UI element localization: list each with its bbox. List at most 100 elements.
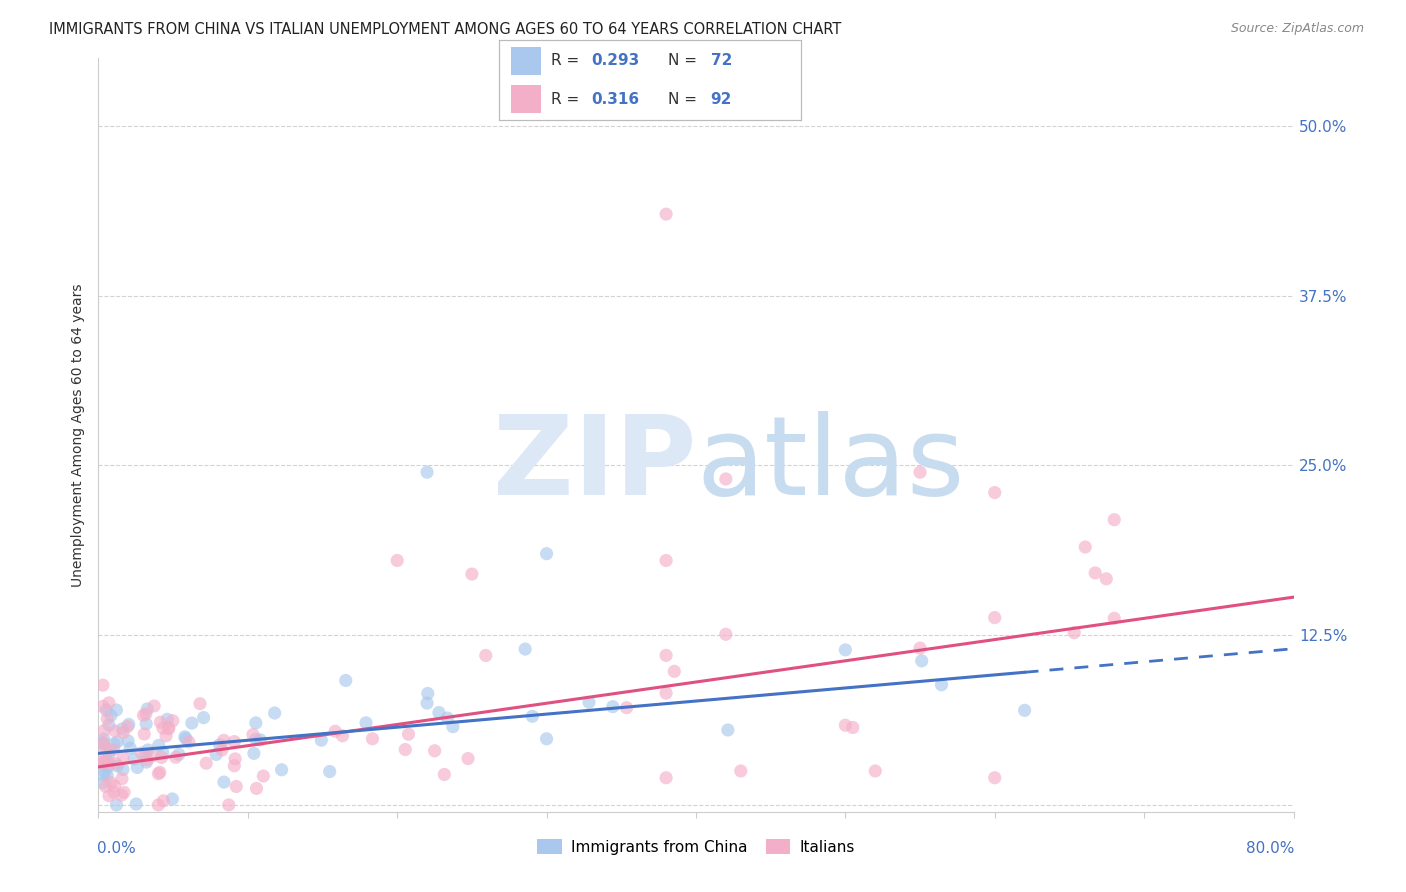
Point xyxy=(427,706,450,720)
Point xyxy=(91,776,114,790)
Text: 0.293: 0.293 xyxy=(592,54,640,68)
Point xyxy=(174,731,197,746)
Point xyxy=(91,756,114,771)
Point xyxy=(97,747,120,762)
Point xyxy=(908,465,931,479)
Point xyxy=(911,654,934,668)
Point xyxy=(104,779,127,793)
Point xyxy=(332,729,354,743)
Point xyxy=(98,756,121,771)
Point xyxy=(134,727,156,741)
Point xyxy=(515,642,537,657)
Point xyxy=(323,724,346,739)
Point xyxy=(100,708,122,723)
Point xyxy=(148,739,170,753)
Point xyxy=(93,751,115,765)
Point xyxy=(842,721,865,735)
Point xyxy=(148,766,170,780)
Point xyxy=(105,797,128,812)
Point xyxy=(152,721,174,735)
Point xyxy=(134,748,156,763)
Point xyxy=(536,731,558,746)
Point xyxy=(335,673,357,688)
Point xyxy=(205,747,228,762)
Text: 72: 72 xyxy=(710,54,733,68)
Point xyxy=(536,547,558,561)
Point xyxy=(270,763,292,777)
Point xyxy=(865,764,887,778)
Text: ZIP: ZIP xyxy=(492,411,696,518)
Point xyxy=(177,735,200,749)
Point xyxy=(96,703,118,717)
Point xyxy=(112,725,135,739)
Point xyxy=(91,768,114,782)
Point xyxy=(188,697,211,711)
Point xyxy=(436,711,458,725)
Point xyxy=(105,735,128,749)
Point xyxy=(730,764,752,778)
Y-axis label: Unemployment Among Ages 60 to 64 years: Unemployment Among Ages 60 to 64 years xyxy=(72,283,86,587)
Point xyxy=(120,741,142,756)
Point xyxy=(117,720,139,734)
Point xyxy=(834,643,856,657)
Point xyxy=(149,765,172,780)
FancyBboxPatch shape xyxy=(512,46,541,75)
Point xyxy=(433,767,456,781)
Point xyxy=(112,785,135,799)
Point xyxy=(98,718,121,732)
Point xyxy=(118,717,141,731)
Point xyxy=(655,648,678,663)
Point xyxy=(97,789,120,803)
Text: 0.316: 0.316 xyxy=(592,92,640,107)
Point xyxy=(91,736,114,750)
Point xyxy=(1063,625,1085,640)
Text: N =: N = xyxy=(668,92,702,107)
Point xyxy=(474,648,496,663)
Text: IMMIGRANTS FROM CHINA VS ITALIAN UNEMPLOYMENT AMONG AGES 60 TO 64 YEARS CORRELAT: IMMIGRANTS FROM CHINA VS ITALIAN UNEMPLO… xyxy=(49,22,842,37)
Point xyxy=(117,734,139,748)
Point xyxy=(212,775,235,789)
Point xyxy=(242,728,264,742)
Point xyxy=(100,775,122,789)
Point xyxy=(91,737,114,751)
Point xyxy=(91,735,114,749)
Point xyxy=(165,750,187,764)
Point xyxy=(136,743,159,757)
Point xyxy=(94,764,117,779)
Point xyxy=(318,764,340,779)
Point xyxy=(152,746,174,760)
Text: 0.0%: 0.0% xyxy=(97,841,136,856)
Text: 80.0%: 80.0% xyxy=(1246,841,1295,856)
Point xyxy=(398,727,420,741)
Point xyxy=(111,763,134,777)
Point xyxy=(1104,611,1126,625)
Point xyxy=(162,714,184,728)
Point xyxy=(105,703,128,717)
Point xyxy=(655,771,678,785)
Point xyxy=(96,754,118,768)
Point xyxy=(162,792,184,806)
Point xyxy=(714,627,737,641)
Point xyxy=(104,724,127,739)
Point xyxy=(1104,513,1126,527)
Point xyxy=(225,780,247,794)
Point xyxy=(602,699,624,714)
Point xyxy=(96,712,118,726)
Point xyxy=(110,788,132,802)
Legend: Immigrants from China, Italians: Immigrants from China, Italians xyxy=(531,832,860,861)
Point xyxy=(245,715,267,730)
Point xyxy=(616,700,638,714)
Point xyxy=(984,771,1007,785)
Point xyxy=(245,732,267,747)
Point xyxy=(218,797,240,812)
Point xyxy=(132,708,155,723)
Point xyxy=(385,553,409,567)
Point xyxy=(224,758,246,772)
Point xyxy=(122,752,145,766)
Point xyxy=(173,730,195,744)
Point xyxy=(107,759,129,773)
Point xyxy=(103,785,125,799)
Point xyxy=(156,712,179,726)
Point xyxy=(135,706,157,721)
Point xyxy=(149,715,172,730)
